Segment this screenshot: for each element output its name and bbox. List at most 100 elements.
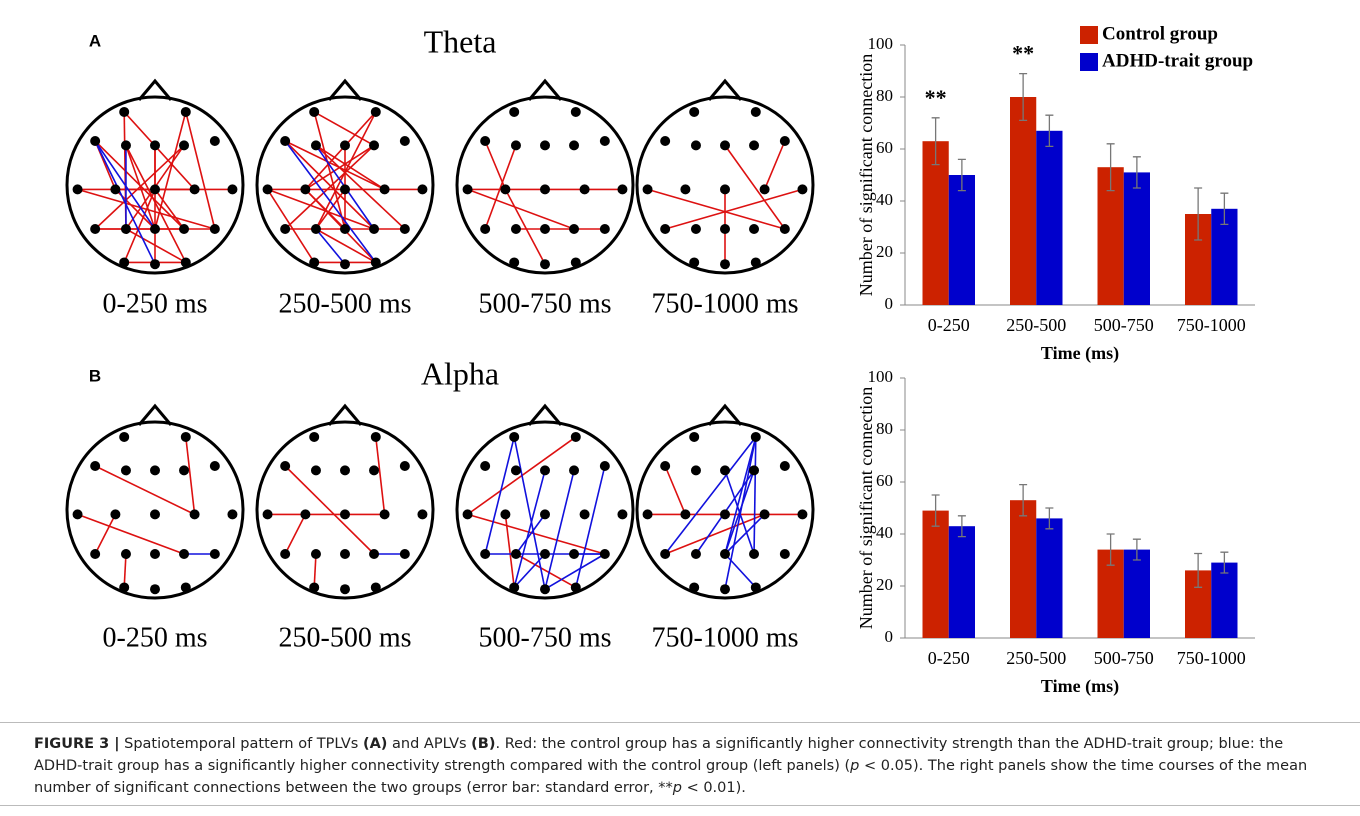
x-tick-label: 250-500 — [1006, 648, 1066, 668]
electrode — [689, 582, 700, 593]
time-window-label: 500-750 ms — [479, 288, 612, 319]
connection — [513, 470, 546, 588]
electrode — [689, 257, 700, 268]
electrode — [150, 465, 160, 476]
head-nose — [527, 78, 563, 101]
electrode — [690, 140, 701, 151]
electrode — [227, 184, 238, 195]
electrode — [599, 224, 610, 234]
electrode — [690, 465, 701, 476]
electrode — [660, 461, 671, 471]
electrode — [340, 549, 350, 559]
electrode — [119, 106, 130, 117]
electrode — [779, 461, 790, 471]
bar — [948, 175, 975, 305]
panel-label: A — [89, 31, 101, 50]
caption-text: p — [850, 758, 860, 774]
electrode — [369, 465, 380, 476]
electrode — [280, 461, 291, 471]
bar — [1010, 97, 1037, 305]
electrode — [797, 184, 808, 195]
connection — [315, 144, 386, 191]
caption-text: < 0.01). — [681, 780, 746, 796]
electrode — [749, 465, 760, 476]
connection — [504, 514, 515, 588]
legend-swatch — [1080, 26, 1098, 44]
time-window-label: 750-1000 ms — [652, 288, 799, 319]
electrode — [540, 465, 550, 476]
connection — [94, 144, 185, 230]
error-bar — [957, 515, 966, 538]
connection — [284, 465, 375, 555]
head-nose — [327, 403, 363, 426]
electrode — [189, 184, 200, 195]
electrode — [280, 136, 291, 146]
y-tick-label: 100 — [868, 367, 894, 386]
electrode — [720, 140, 730, 151]
connection — [467, 188, 575, 230]
legend-swatch — [1080, 53, 1098, 71]
connection — [724, 436, 757, 555]
electrode — [480, 136, 491, 146]
significance-label: ** — [1012, 41, 1034, 66]
electrode — [340, 140, 350, 151]
connection — [575, 465, 606, 588]
caption-text: and APLVs — [387, 736, 472, 752]
connection — [484, 436, 515, 555]
electrode — [480, 461, 491, 471]
electrode — [180, 106, 191, 117]
error-bar — [931, 494, 940, 527]
connection — [304, 111, 377, 190]
electrode — [540, 259, 550, 270]
electrode — [540, 549, 550, 559]
connection — [94, 140, 156, 230]
connection — [664, 188, 803, 230]
electrode — [110, 509, 121, 520]
caption-text: (B) — [471, 736, 496, 752]
error-bar — [1194, 187, 1203, 241]
connection — [94, 140, 156, 265]
electrode — [720, 259, 730, 270]
electrode — [750, 582, 761, 593]
electrode — [120, 224, 131, 234]
connection — [284, 144, 375, 230]
electrode — [462, 184, 473, 195]
electrode — [642, 184, 653, 195]
electrode — [119, 257, 130, 268]
electrode — [569, 140, 580, 151]
connection — [123, 189, 156, 263]
y-tick-label: 0 — [885, 294, 894, 313]
electrode — [689, 106, 700, 117]
electrode — [179, 224, 190, 234]
electrode — [759, 509, 770, 520]
electrode — [310, 140, 321, 151]
electrode — [399, 136, 410, 146]
electrode — [72, 184, 83, 195]
error-bar — [1220, 551, 1229, 574]
electrode — [90, 136, 101, 146]
head-nose — [137, 78, 173, 101]
head-outline — [255, 95, 435, 275]
time-window-label: 250-500 ms — [279, 622, 412, 653]
electrode — [340, 259, 350, 270]
electrode — [309, 106, 320, 117]
electrode — [340, 584, 350, 595]
electrode — [379, 184, 390, 195]
electrode — [179, 549, 190, 559]
electrode — [510, 140, 521, 151]
electrode — [540, 509, 550, 520]
electrode — [309, 431, 320, 442]
electrode — [680, 509, 691, 520]
electrode — [150, 184, 160, 195]
panel-title: Theta — [424, 23, 497, 59]
electrode — [150, 259, 160, 270]
legend-label: ADHD-trait group — [1102, 50, 1253, 71]
connection — [284, 140, 375, 230]
electrode — [310, 549, 321, 559]
connection — [724, 470, 755, 555]
caption-text: < 0.05). The right panels show the time … — [34, 758, 1308, 796]
electrode — [500, 184, 511, 195]
electrode — [150, 224, 160, 234]
electrode — [749, 224, 760, 234]
connection — [284, 140, 377, 263]
